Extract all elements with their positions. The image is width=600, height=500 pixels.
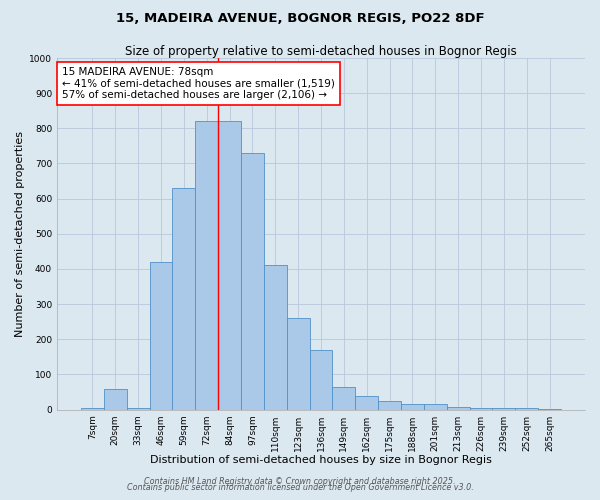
Bar [515,408,538,410]
Text: Contains public sector information licensed under the Open Government Licence v3: Contains public sector information licen… [127,484,473,492]
Text: Contains HM Land Registry data © Crown copyright and database right 2025.: Contains HM Land Registry data © Crown c… [144,477,456,486]
Title: Size of property relative to semi-detached houses in Bognor Regis: Size of property relative to semi-detach… [125,45,517,58]
Bar [447,407,470,410]
Bar [287,318,310,410]
Bar [424,404,447,409]
Bar [355,396,378,409]
Text: 15, MADEIRA AVENUE, BOGNOR REGIS, PO22 8DF: 15, MADEIRA AVENUE, BOGNOR REGIS, PO22 8… [116,12,484,26]
Bar [241,153,264,409]
Bar [332,386,355,409]
Bar [470,408,493,410]
Bar [196,122,218,410]
Bar [127,408,149,410]
Bar [378,401,401,409]
Bar [401,404,424,409]
Y-axis label: Number of semi-detached properties: Number of semi-detached properties [15,131,25,337]
Bar [149,262,172,410]
Bar [493,408,515,410]
Bar [218,122,241,410]
X-axis label: Distribution of semi-detached houses by size in Bognor Regis: Distribution of semi-detached houses by … [150,455,492,465]
Text: 15 MADEIRA AVENUE: 78sqm
← 41% of semi-detached houses are smaller (1,519)
57% o: 15 MADEIRA AVENUE: 78sqm ← 41% of semi-d… [62,67,335,100]
Bar [538,408,561,410]
Bar [81,408,104,410]
Bar [104,388,127,409]
Bar [264,266,287,410]
Bar [172,188,196,410]
Bar [310,350,332,410]
